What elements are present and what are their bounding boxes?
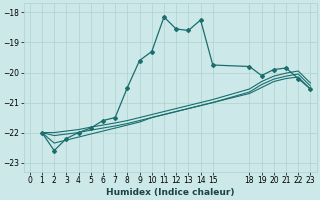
X-axis label: Humidex (Indice chaleur): Humidex (Indice chaleur) [106,188,234,197]
